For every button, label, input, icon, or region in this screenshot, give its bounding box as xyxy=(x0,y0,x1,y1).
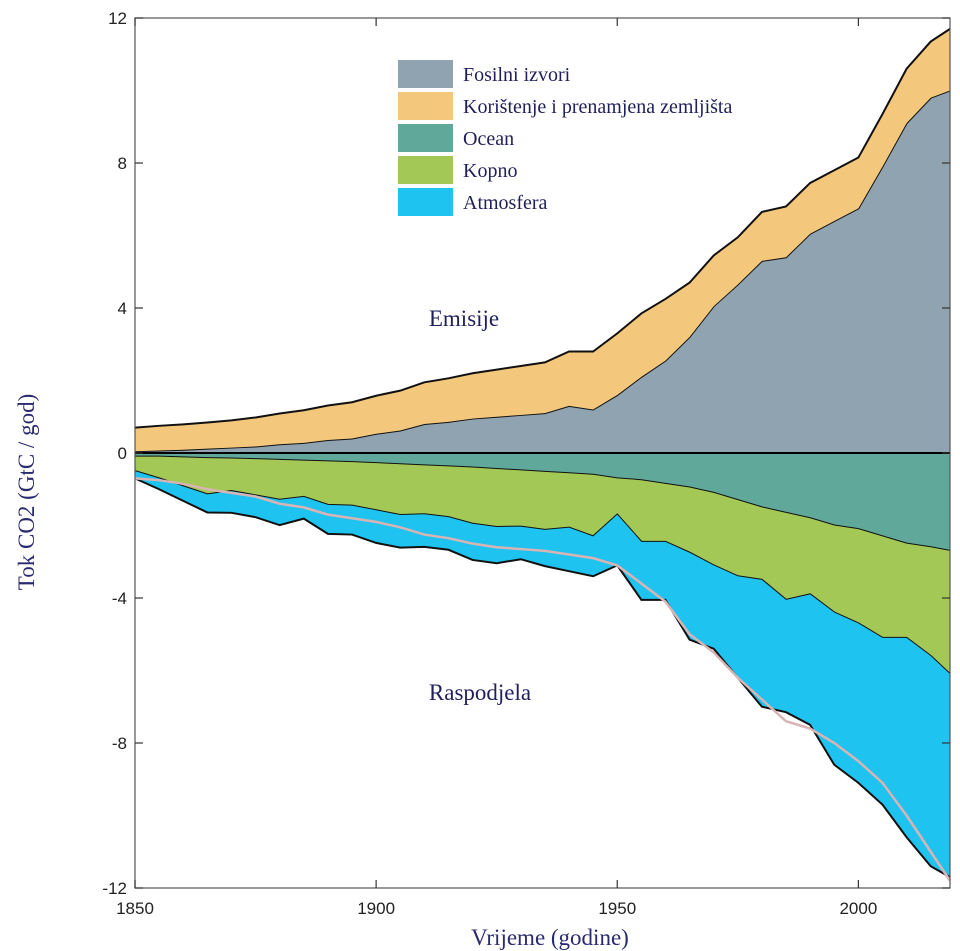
legend-label-atmosfera: Atmosfera xyxy=(463,192,548,214)
legend: Fosilni izvori Korištenje i prenamjena ze… xyxy=(398,60,732,216)
y-tick-label: -8 xyxy=(112,734,127,753)
legend-label-koristenje-i-prenamjena-zemljista: Korištenje i prenamjena zemljišta xyxy=(463,96,732,118)
y-tick-label: 12 xyxy=(108,9,127,28)
x-tick-label: 1900 xyxy=(357,899,395,918)
x-tick-label: 2000 xyxy=(839,899,877,918)
legend-label-kopno: Kopno xyxy=(463,160,517,182)
y-tick-label: -12 xyxy=(102,879,127,898)
x-tick-label: 1850 xyxy=(116,899,154,918)
legend-swatch-kopno xyxy=(398,156,453,184)
area-fosilni-izvori xyxy=(135,90,950,453)
annotation-raspodjela: Raspodjela xyxy=(429,680,531,705)
legend-swatch-fosilni-izvori xyxy=(398,60,453,88)
area-ocean xyxy=(135,453,950,551)
area-kopno xyxy=(135,456,950,675)
legend-swatch-ocean xyxy=(398,124,453,152)
y-tick-label: -4 xyxy=(112,589,127,608)
x-axis-label: Vrijeme (godine) xyxy=(471,925,629,950)
legend-swatch-koristenje-i-prenamjena-zemljista xyxy=(398,92,453,120)
legend-label-ocean: Ocean xyxy=(463,128,514,150)
reference-line xyxy=(134,477,952,882)
legend-swatch-atmosfera xyxy=(398,188,453,216)
area-layers xyxy=(134,28,952,882)
axis-ticks: -12 -8 -4 0 4 8 12 1850 1900 1950 2000 xyxy=(102,9,950,918)
annotation-emisije: Emisije xyxy=(429,306,499,331)
y-tick-label: 0 xyxy=(118,444,127,463)
area-koristenje-i-prenamjena-zemljista xyxy=(135,28,950,452)
area-koristenje-i-prenamjena-zemljista-outline xyxy=(134,28,951,429)
y-tick-label: 4 xyxy=(118,299,127,318)
area-atmosfera-outline xyxy=(134,477,951,878)
legend-label-fosilni-izvori: Fosilni izvori xyxy=(463,64,571,86)
x-tick-label: 1950 xyxy=(598,899,636,918)
y-axis-label: Tok CO2 (GtC / god) xyxy=(14,394,39,590)
y-tick-label: 8 xyxy=(118,154,127,173)
